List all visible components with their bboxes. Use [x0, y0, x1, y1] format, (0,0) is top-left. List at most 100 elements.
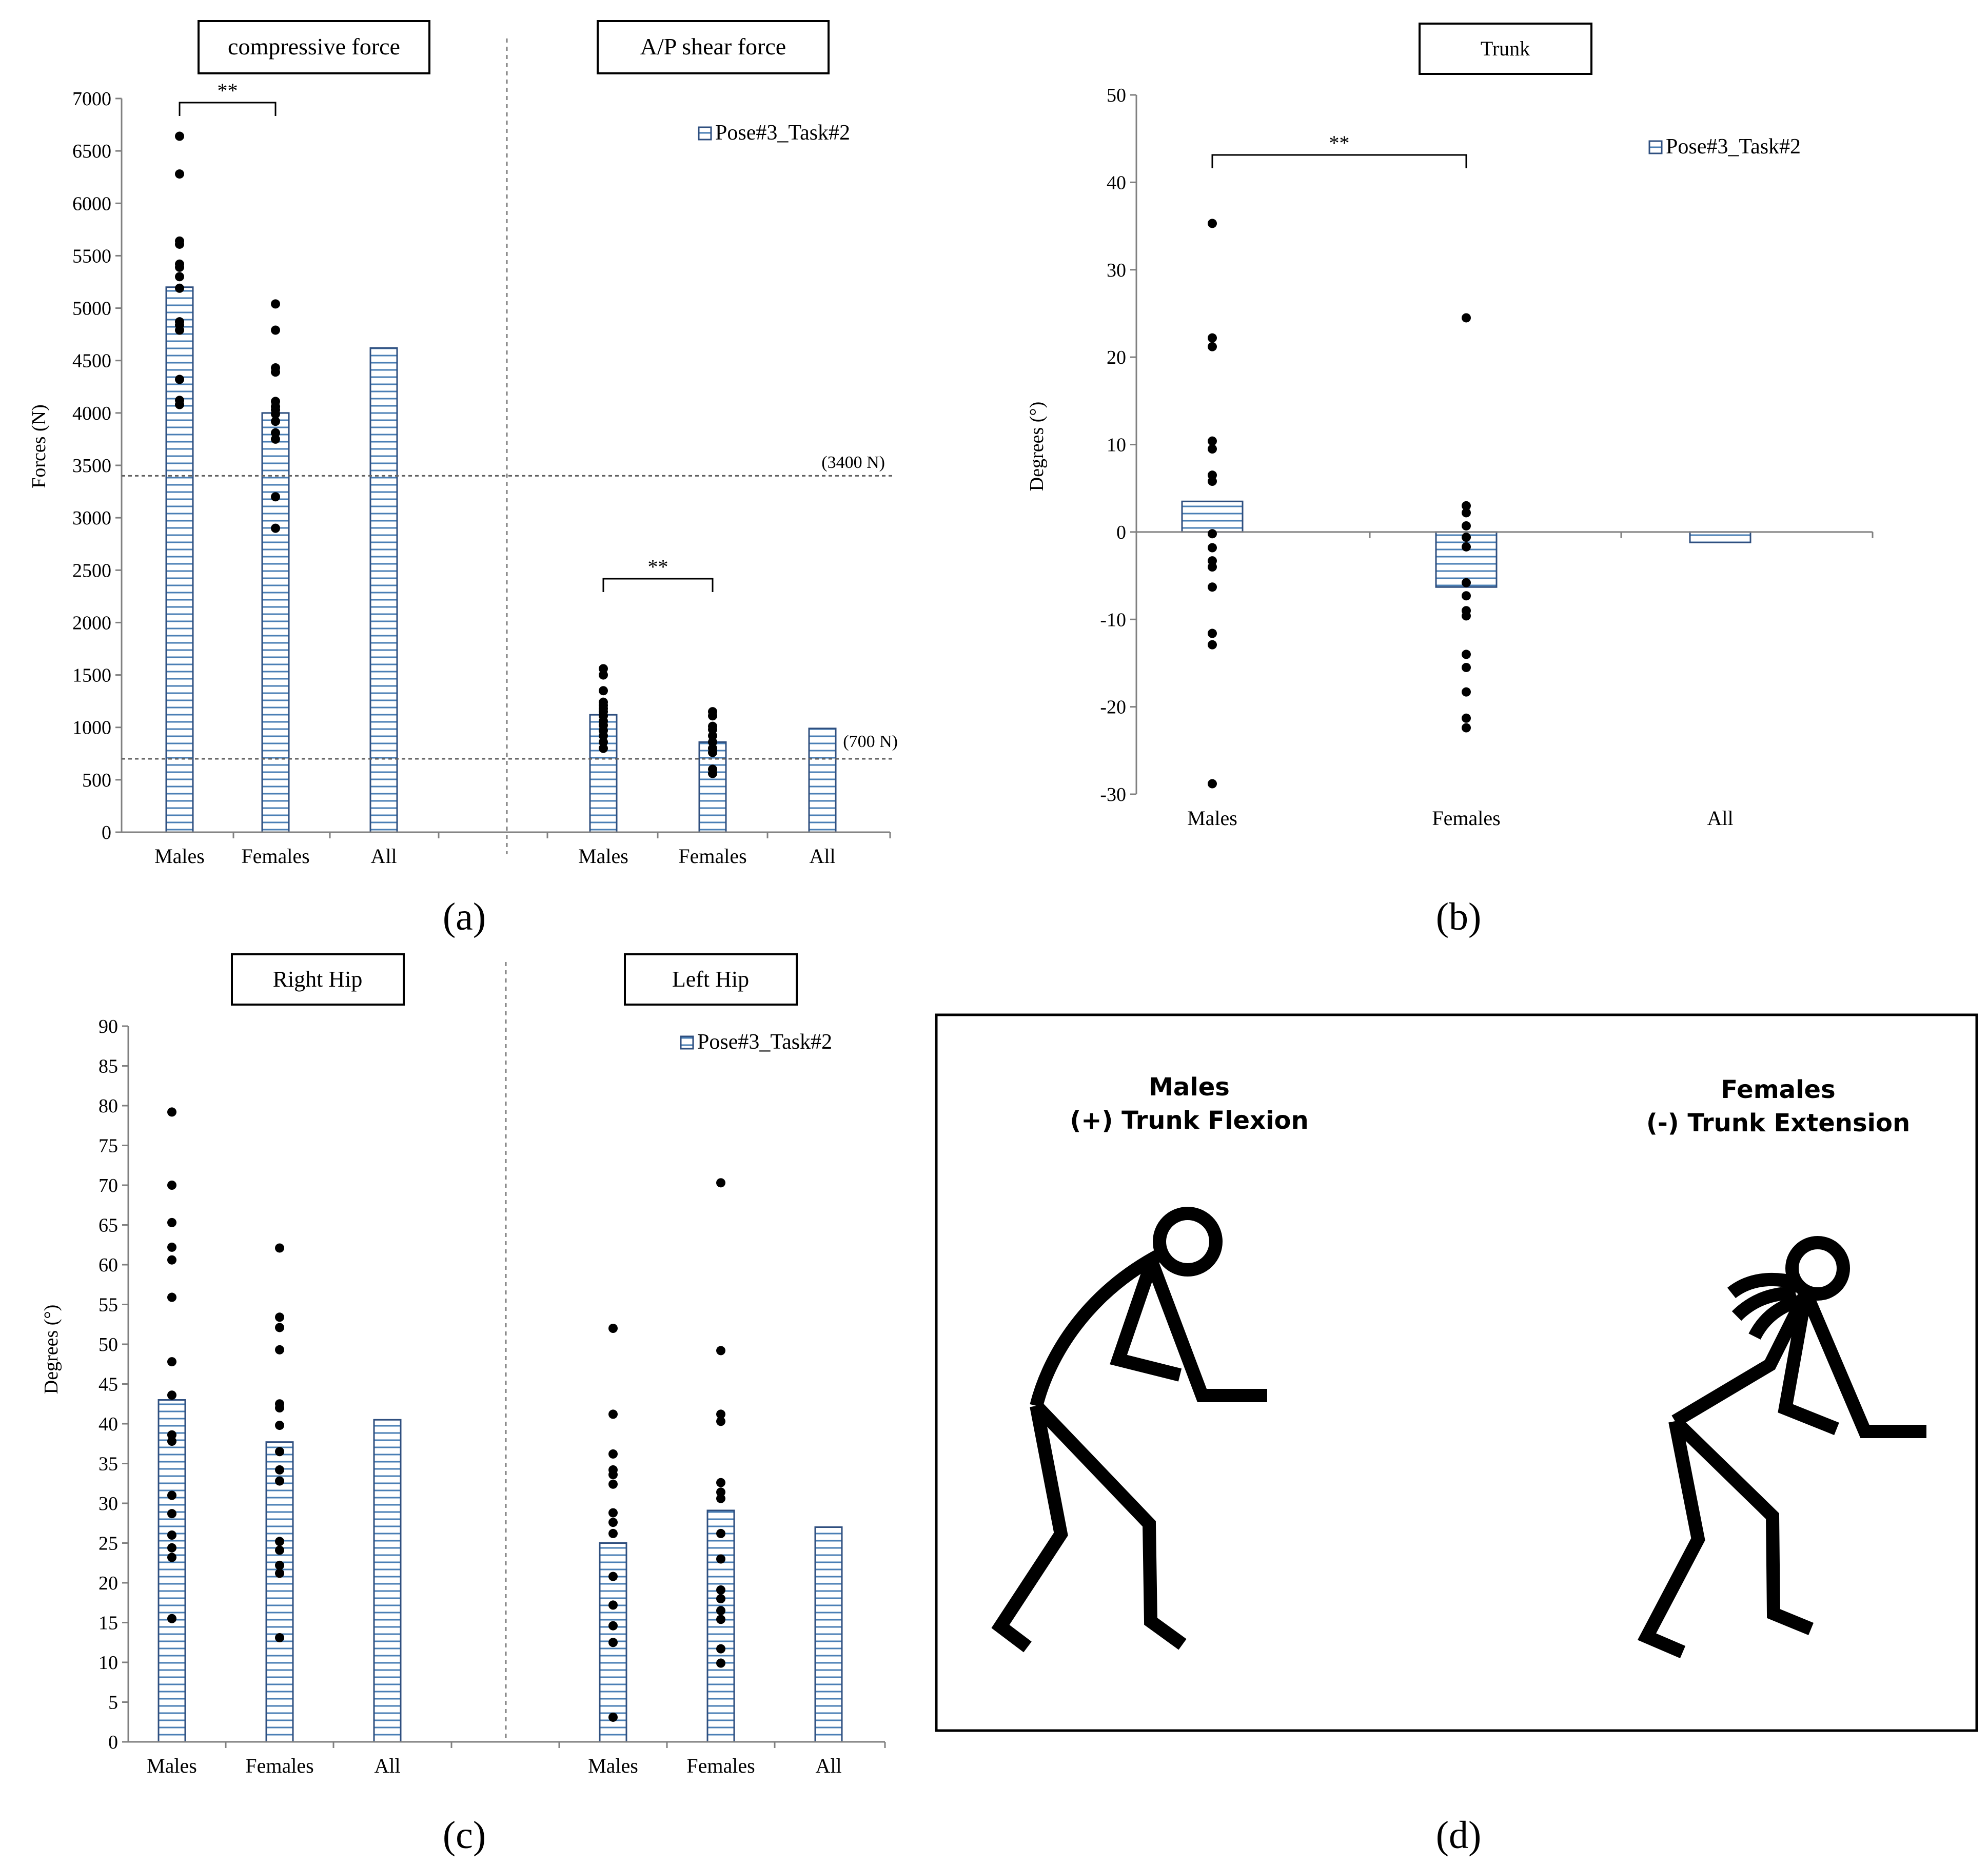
data-point-females: [275, 1537, 284, 1546]
y-tick-label: 1000: [72, 717, 111, 739]
panel-c-points: [167, 1107, 725, 1722]
y-tick-label: 4500: [72, 350, 111, 372]
data-point-females: [716, 1615, 725, 1624]
panel-b-bars: [1181, 500, 1751, 588]
data-point-females: [1462, 508, 1471, 518]
male-stick-figure: [991, 1207, 1267, 1653]
y-tick-label: 4000: [72, 403, 111, 424]
female-hair-3: [1748, 1294, 1801, 1340]
data-point-females: [716, 1487, 725, 1497]
data-point-females: [716, 1409, 725, 1419]
data-point-males: [1208, 529, 1217, 539]
y-tick-label: 85: [99, 1056, 118, 1077]
data-point-males: [167, 1218, 176, 1227]
significance-marker: **: [1329, 131, 1350, 154]
panel-a-legend-label: Pose#3_Task#2: [715, 121, 850, 145]
data-point-males: [1208, 543, 1217, 553]
panel-a: 0 500 1000 1500 2000 2500 3000 3500 4000 4500 5000…: [28, 20, 898, 938]
y-tick-label: 30: [99, 1493, 118, 1515]
data-point-females: [275, 1568, 284, 1578]
panel-b-axes: -30 -20 -10 0 10 20 30 40 50 Males Females All **: [1100, 85, 1874, 830]
data-point-females: [708, 748, 717, 757]
data-point-males: [175, 400, 184, 409]
data-point-females: [275, 1476, 284, 1486]
significance-bracket: [1211, 154, 1467, 168]
data-point-females: [708, 711, 717, 721]
data-point-males: [608, 1712, 618, 1722]
data-point-males: [167, 1292, 176, 1302]
data-point-females: [271, 367, 280, 377]
data-point-females: [1462, 687, 1471, 697]
x-category-label-females: Females: [1432, 807, 1500, 830]
female-near-arm: [1778, 1291, 1839, 1436]
data-point-females: [716, 1494, 725, 1503]
panel-a-points: [175, 131, 717, 778]
data-point-males: [608, 1528, 618, 1538]
data-point-males: [608, 1479, 618, 1489]
y-tick-label: 90: [99, 1016, 118, 1037]
data-point-females: [271, 299, 280, 309]
panel-label-a: (a): [443, 895, 486, 938]
data-point-females: [275, 1403, 284, 1412]
data-point-females: [271, 523, 280, 533]
bar-trunk-males: [1181, 500, 1244, 533]
male-far-leg: [1031, 1401, 1187, 1650]
panel-a-y-axis-label: Forces (N): [28, 404, 50, 488]
data-point-males: [167, 1357, 176, 1367]
data-point-males: [175, 283, 184, 293]
data-point-males: [1208, 342, 1217, 351]
female-far-arm: [1800, 1290, 1926, 1438]
x-category-label-males: Males: [147, 1754, 197, 1777]
bar-right-hip-all: [373, 1419, 402, 1743]
data-point-males: [167, 1437, 176, 1446]
data-point-males: [1208, 779, 1217, 789]
bar-a-p-shear-force-all: [808, 728, 837, 833]
female-head: [1785, 1236, 1850, 1301]
male-far-arm: [1145, 1260, 1267, 1402]
panel-label-d: (d): [1436, 1814, 1482, 1857]
data-point-females: [1462, 521, 1471, 531]
bar-right-hip-females: [265, 1441, 294, 1743]
illustration-frame: [935, 1013, 1978, 1732]
y-tick-label: 65: [99, 1215, 118, 1236]
data-point-males: [167, 1181, 176, 1190]
y-tick-label: -30: [1100, 784, 1126, 806]
data-point-females: [1462, 723, 1471, 733]
y-tick-label: 20: [1107, 347, 1126, 368]
data-point-females: [275, 1560, 284, 1570]
data-point-females: [275, 1243, 284, 1253]
panel-c-legend-swatch: [680, 1035, 694, 1050]
data-point-males: [1208, 640, 1217, 650]
y-tick-label: 25: [99, 1533, 118, 1555]
panel-label-c: (c): [443, 1814, 486, 1857]
x-category-label-females: Females: [241, 845, 309, 868]
male-head: [1153, 1207, 1223, 1277]
data-point-males: [167, 1490, 176, 1500]
data-point-males: [1208, 629, 1217, 638]
y-tick-label: 10: [1107, 435, 1126, 456]
data-point-females: [1462, 662, 1471, 672]
data-point-males: [1208, 333, 1217, 343]
data-point-males: [608, 1324, 618, 1333]
bar-right-hip-males: [158, 1399, 186, 1743]
data-point-females: [716, 1178, 725, 1188]
data-point-females: [271, 417, 280, 426]
panel-a-axes: 0 500 1000 1500 2000 2500 3000 3500 4000 4500 5000…: [72, 79, 895, 868]
data-point-females: [716, 1585, 725, 1595]
data-point-females: [275, 1633, 284, 1642]
y-tick-label: 55: [99, 1294, 118, 1316]
y-tick-label: 3000: [72, 507, 111, 529]
y-tick-label: 20: [99, 1573, 118, 1594]
panel-c: 0 5 10 15 20 25 30 35 40 45 50 55 60 65 70 75 80 85 90 Male…: [41, 953, 886, 1857]
data-point-females: [1462, 578, 1471, 587]
panel-d: Males (+) Trunk Flexion Females (-) Trun…: [935, 1013, 1978, 1857]
data-point-males: [167, 1107, 176, 1117]
y-tick-label: 6500: [72, 141, 111, 162]
female-hair-1: [1727, 1272, 1798, 1299]
y-tick-label: 5500: [72, 245, 111, 267]
x-category-label-all: All: [815, 1754, 841, 1777]
y-tick-label: 5: [108, 1692, 118, 1714]
data-point-males: [608, 1409, 618, 1419]
data-point-females: [716, 1594, 725, 1603]
data-point-females: [716, 1554, 725, 1564]
